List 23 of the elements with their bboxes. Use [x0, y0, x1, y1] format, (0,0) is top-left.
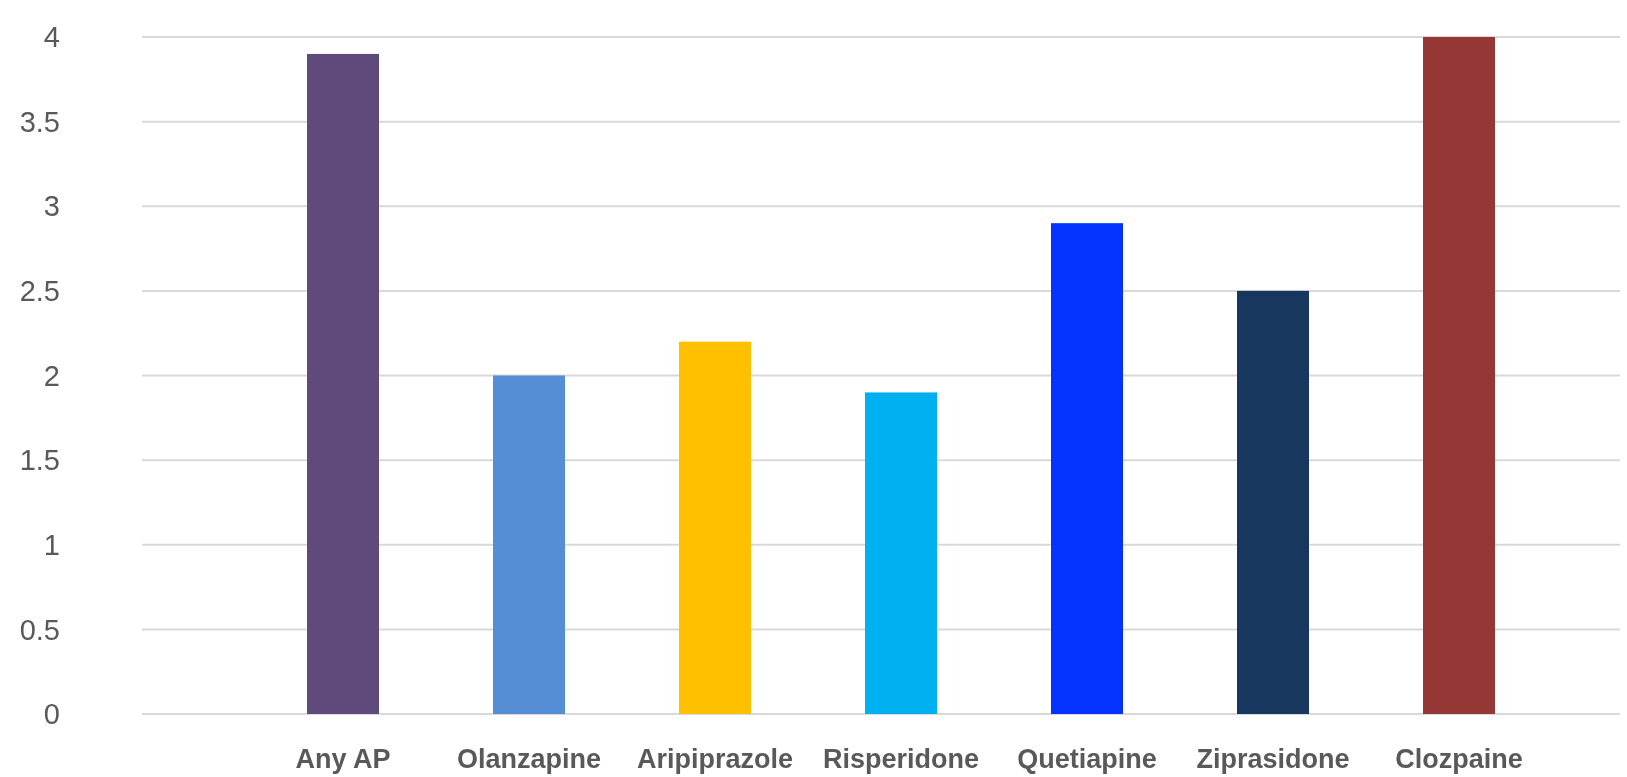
- y-tick-label: 3.5: [19, 105, 60, 138]
- x-tick-label: Clozpaine: [1395, 744, 1523, 774]
- y-tick-label: 1.5: [19, 444, 60, 477]
- y-tick-label: 2.5: [19, 275, 60, 308]
- y-tick-label: 4: [43, 21, 60, 54]
- x-tick-label: Ziprasidone: [1196, 744, 1350, 774]
- bar: [1423, 37, 1495, 714]
- bar: [493, 375, 565, 714]
- y-tick-label: 0: [43, 698, 60, 731]
- bar: [865, 392, 937, 714]
- x-tick-label: Aripiprazole: [636, 744, 794, 774]
- x-tick-label: Risperidone: [822, 744, 980, 774]
- bar: [1237, 290, 1309, 714]
- x-tick-label: Quetiapine: [1017, 744, 1157, 774]
- y-tick-label: 1: [43, 528, 60, 561]
- bar: [307, 53, 379, 714]
- y-tick-label: 3: [43, 190, 60, 223]
- bar: [679, 341, 751, 714]
- bar: [1051, 223, 1123, 714]
- x-tick-label: Olanzapine: [456, 744, 602, 774]
- x-tick-label: Any AP: [295, 744, 391, 774]
- y-tick-label: 0.5: [19, 613, 60, 646]
- y-tick-label: 2: [43, 359, 60, 392]
